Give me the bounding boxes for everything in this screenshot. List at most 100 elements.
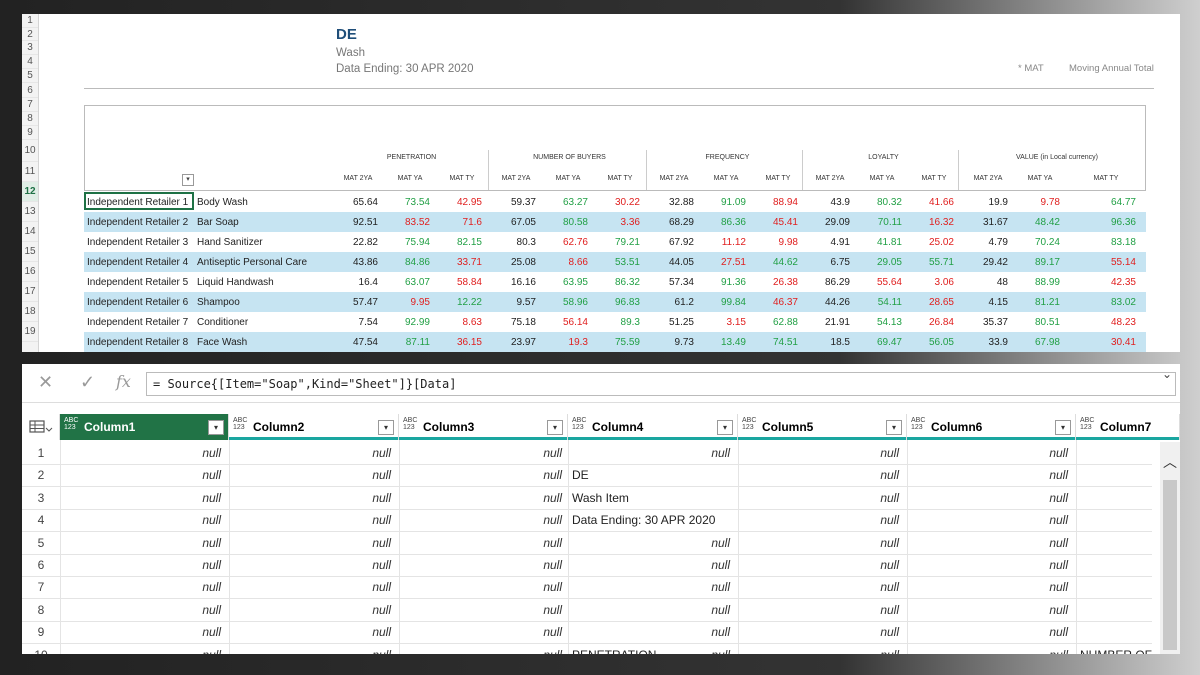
value-cell[interactable]: 13.49 xyxy=(720,337,746,348)
value-cell[interactable]: 35.37 xyxy=(982,317,1008,328)
null-cell[interactable]: null xyxy=(1049,580,1068,595)
value-cell[interactable]: 19.9 xyxy=(988,197,1008,208)
null-cell[interactable]: null xyxy=(372,446,391,460)
row-number[interactable]: 13 xyxy=(22,202,38,222)
null-cell[interactable]: null xyxy=(568,648,730,654)
text-cell[interactable]: DE xyxy=(572,468,589,483)
null-cell[interactable]: null xyxy=(202,535,221,550)
retailer-cell[interactable]: Independent Retailer 5 xyxy=(87,277,189,288)
value-cell[interactable]: 32.88 xyxy=(668,197,694,208)
value-cell[interactable]: 25.08 xyxy=(510,257,536,268)
null-cell[interactable]: null xyxy=(1049,625,1068,640)
value-cell[interactable]: 91.36 xyxy=(720,277,746,288)
product-cell[interactable]: Face Wash xyxy=(197,337,248,348)
retailer-cell[interactable]: Independent Retailer 7 xyxy=(87,317,189,328)
value-cell[interactable]: 9.95 xyxy=(410,297,430,308)
null-cell[interactable]: null xyxy=(60,648,221,654)
type-any-icon[interactable]: ABC 123 xyxy=(233,417,248,431)
value-cell[interactable]: 51.25 xyxy=(668,317,694,328)
value-cell[interactable]: 71.6 xyxy=(462,217,482,228)
column-filter-dropdown[interactable]: ▾ xyxy=(717,420,733,435)
value-cell[interactable]: 70.11 xyxy=(877,217,902,228)
row-number[interactable]: 12 xyxy=(22,182,38,202)
value-cell[interactable]: 48.42 xyxy=(1034,217,1060,228)
query-row[interactable]: 6 null null null null null null xyxy=(22,554,1152,577)
value-cell[interactable]: 45.41 xyxy=(772,217,798,228)
row-number[interactable]: 10 xyxy=(22,140,38,162)
value-cell[interactable]: 26.38 xyxy=(772,277,798,288)
value-cell[interactable]: 4.79 xyxy=(988,237,1008,248)
value-cell[interactable]: 27.51 xyxy=(720,257,746,268)
null-cell[interactable]: null xyxy=(202,513,221,528)
row-index[interactable]: 10 xyxy=(22,648,60,654)
value-cell[interactable]: 84.86 xyxy=(404,257,430,268)
value-cell[interactable]: 86.29 xyxy=(824,277,850,288)
value-cell[interactable]: 62.88 xyxy=(772,317,798,328)
column-filter-dropdown[interactable]: ▾ xyxy=(1055,420,1071,435)
query-row[interactable]: 4 null null null Data Ending: 30 APR 2020 nul… xyxy=(22,509,1152,533)
value-cell[interactable]: 44.05 xyxy=(668,257,694,268)
value-cell[interactable]: 86.36 xyxy=(720,217,746,228)
value-cell[interactable]: 9.78 xyxy=(1040,197,1060,208)
null-cell[interactable]: null xyxy=(880,535,899,550)
value-cell[interactable]: 21.91 xyxy=(824,317,850,328)
null-cell[interactable]: null xyxy=(711,446,730,460)
product-cell[interactable]: Conditioner xyxy=(197,317,249,328)
value-cell[interactable]: 83.02 xyxy=(1110,297,1136,308)
value-cell[interactable]: 67.98 xyxy=(1034,337,1060,348)
row-index[interactable]: 1 xyxy=(37,446,45,460)
query-row[interactable]: 7 null null null null null null xyxy=(22,576,1152,600)
value-cell[interactable]: 16.4 xyxy=(358,277,378,288)
value-cell[interactable]: 56.05 xyxy=(928,337,954,348)
null-cell[interactable]: null xyxy=(372,558,391,572)
value-cell[interactable]: 56.14 xyxy=(562,317,588,328)
null-cell[interactable]: null xyxy=(1049,602,1068,617)
value-cell[interactable]: 42.95 xyxy=(456,197,482,208)
value-cell[interactable]: 96.36 xyxy=(1110,217,1136,228)
value-cell[interactable]: 11.12 xyxy=(721,237,746,248)
value-cell[interactable]: 75.94 xyxy=(404,237,430,248)
value-cell[interactable]: 61.2 xyxy=(674,297,694,308)
value-cell[interactable]: 99.84 xyxy=(720,297,746,308)
retailer-cell[interactable]: Independent Retailer 8 xyxy=(87,337,189,348)
filter-dropdown-icon[interactable]: ▾ xyxy=(182,174,194,186)
value-cell[interactable]: 7.54 xyxy=(358,317,378,328)
null-cell[interactable]: null xyxy=(880,446,899,460)
value-cell[interactable]: 43.86 xyxy=(352,257,378,268)
value-cell[interactable]: 8.63 xyxy=(462,317,482,328)
null-cell[interactable]: null xyxy=(738,648,899,654)
null-cell[interactable]: null xyxy=(543,558,562,572)
value-cell[interactable]: 57.34 xyxy=(668,277,694,288)
value-cell[interactable]: 58.84 xyxy=(456,277,482,288)
value-cell[interactable]: 75.59 xyxy=(614,337,640,348)
value-cell[interactable]: 12.22 xyxy=(456,297,482,308)
query-row[interactable]: 9 null null null null null null xyxy=(22,621,1152,645)
product-cell[interactable]: Antiseptic Personal Care xyxy=(197,257,308,268)
type-any-icon[interactable]: ABC 123 xyxy=(64,417,79,431)
row-number[interactable]: 11 xyxy=(22,162,38,182)
retailer-cell[interactable]: Independent Retailer 6 xyxy=(87,297,189,308)
null-cell[interactable]: null xyxy=(1049,446,1068,460)
value-cell[interactable]: 65.64 xyxy=(352,197,378,208)
null-cell[interactable]: null xyxy=(711,535,730,550)
value-cell[interactable]: 80.32 xyxy=(876,197,902,208)
column-header-4[interactable]: ABC 123 Column4 ▾ xyxy=(568,414,738,440)
row-number[interactable]: 17 xyxy=(22,282,38,302)
null-cell[interactable]: null xyxy=(1049,513,1068,528)
null-cell[interactable]: null xyxy=(372,535,391,550)
value-cell[interactable]: 54.11 xyxy=(877,297,902,308)
query-row[interactable]: 10nullnullnullPENETRATIONnullnullnullNUM… xyxy=(22,644,1152,654)
row-number[interactable]: 1 xyxy=(22,14,38,28)
type-any-icon[interactable]: ABC 123 xyxy=(403,417,418,431)
row-index[interactable]: 5 xyxy=(37,535,45,550)
chevron-down-icon[interactable]: ⌄ xyxy=(1161,367,1172,381)
null-cell[interactable]: null xyxy=(907,648,1068,654)
product-cell[interactable]: Shampoo xyxy=(197,297,240,308)
null-cell[interactable]: null xyxy=(1049,558,1068,572)
null-cell[interactable]: null xyxy=(543,468,562,483)
row-index[interactable]: 7 xyxy=(37,580,45,595)
value-cell[interactable]: 80.3 xyxy=(516,237,536,248)
null-cell[interactable]: null xyxy=(543,602,562,617)
value-cell[interactable]: 29.42 xyxy=(982,257,1008,268)
value-cell[interactable]: 41.81 xyxy=(876,237,902,248)
